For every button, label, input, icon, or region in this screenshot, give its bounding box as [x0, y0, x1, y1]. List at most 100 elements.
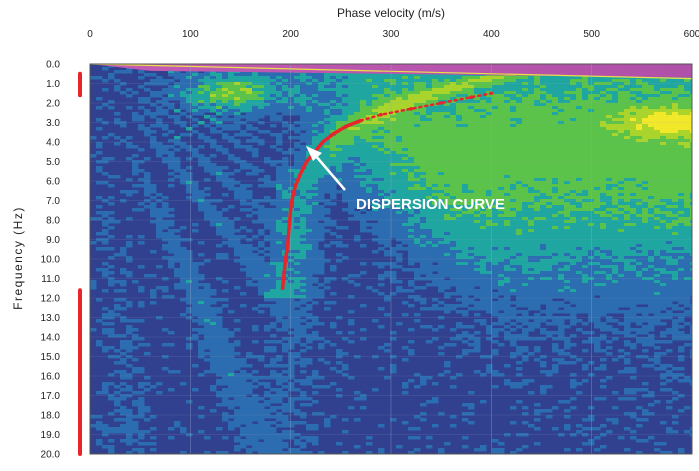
heatmap-cell: [264, 223, 271, 227]
heatmap-cell: [438, 115, 445, 119]
heatmap-cell: [420, 85, 427, 89]
heatmap-cell: [294, 103, 301, 107]
heatmap-cell: [300, 184, 307, 188]
heatmap-cell: [282, 217, 289, 221]
heatmap-cell: [510, 94, 517, 98]
heatmap-cell: [372, 232, 379, 236]
heatmap-cell: [540, 121, 547, 125]
heatmap-cell: [420, 232, 427, 236]
heatmap-cell: [198, 136, 205, 140]
heatmap-cell: [150, 124, 157, 128]
heatmap-cell: [330, 142, 337, 146]
heatmap-cell: [144, 199, 151, 203]
heatmap-cell: [468, 232, 475, 236]
heatmap-cell: [546, 106, 553, 110]
heatmap-cell: [144, 133, 151, 137]
heatmap-cell: [324, 229, 331, 233]
heatmap-cell: [570, 163, 577, 167]
heatmap-cell: [534, 220, 541, 224]
heatmap-cell: [282, 130, 289, 134]
heatmap-cell: [648, 79, 655, 83]
heatmap-cell: [600, 226, 607, 230]
heatmap-cell: [498, 79, 505, 83]
heatmap-cell: [444, 106, 451, 110]
heatmap-cell: [216, 112, 223, 116]
heatmap-cell: [468, 190, 475, 194]
heatmap-cell: [222, 148, 229, 152]
heatmap-cell: [522, 151, 529, 155]
heatmap-cell: [384, 127, 391, 131]
heatmap-cell: [522, 154, 529, 158]
heatmap-cell: [366, 85, 373, 89]
heatmap-cell: [420, 136, 427, 140]
heatmap-cell: [276, 76, 283, 80]
heatmap-cell: [306, 223, 313, 227]
heatmap-cell: [588, 229, 595, 233]
heatmap-cell: [408, 202, 415, 206]
heatmap-cell: [474, 118, 481, 122]
heatmap-cell: [378, 160, 385, 164]
heatmap-cell: [624, 184, 631, 188]
heatmap-cell: [552, 97, 559, 101]
heatmap-cell: [396, 190, 403, 194]
heatmap-cell: [324, 199, 331, 203]
heatmap-cell: [612, 103, 619, 107]
heatmap-cell: [648, 190, 655, 194]
heatmap-cell: [690, 124, 692, 128]
heatmap-cell: [108, 235, 115, 239]
heatmap-cell: [402, 130, 409, 134]
heatmap-cell: [570, 133, 577, 137]
heatmap-cell: [546, 226, 553, 230]
heatmap-cell: [546, 121, 553, 125]
heatmap-cell: [600, 100, 607, 104]
heatmap-cell: [348, 193, 355, 197]
heatmap-cell: [588, 175, 595, 179]
heatmap-cell: [414, 121, 421, 125]
heatmap-cell: [474, 109, 481, 113]
heatmap-cell: [444, 148, 451, 152]
heatmap-cell: [444, 127, 451, 131]
heatmap-cell: [342, 154, 349, 158]
heatmap-cell: [390, 112, 397, 116]
heatmap-cell: [300, 121, 307, 125]
heatmap-cell: [498, 217, 505, 221]
heatmap-cell: [150, 130, 157, 134]
heatmap-cell: [360, 142, 367, 146]
heatmap-cell: [252, 79, 259, 83]
heatmap-cell: [444, 163, 451, 167]
heatmap-cell: [336, 88, 343, 92]
heatmap-cell: [360, 184, 367, 188]
heatmap-cell: [636, 223, 643, 227]
heatmap-cell: [666, 208, 673, 212]
heatmap-cell: [432, 97, 439, 101]
heatmap-cell: [186, 79, 193, 83]
heatmap-cell: [330, 172, 337, 176]
heatmap-cell: [582, 85, 589, 89]
heatmap-cell: [426, 85, 433, 89]
heatmap-cell: [372, 181, 379, 185]
heatmap-cell: [324, 121, 331, 125]
heatmap-cell: [228, 97, 235, 101]
heatmap-cell: [282, 166, 289, 170]
heatmap-cell: [456, 208, 463, 212]
heatmap-cell: [144, 88, 151, 92]
heatmap-cell: [294, 112, 301, 116]
heatmap-cell: [690, 169, 692, 173]
heatmap-cell: [432, 160, 439, 164]
heatmap-cell: [546, 181, 553, 185]
heatmap-cell: [348, 136, 355, 140]
heatmap-cell: [270, 124, 277, 128]
heatmap-cell: [684, 175, 691, 179]
heatmap-cell: [648, 181, 655, 185]
heatmap-cell: [600, 172, 607, 176]
heatmap-cell: [624, 196, 631, 200]
heatmap-cell: [384, 163, 391, 167]
heatmap-cell: [492, 139, 499, 143]
heatmap-cell: [462, 232, 469, 236]
heatmap-cell: [288, 232, 295, 236]
heatmap-cell: [450, 136, 457, 140]
heatmap-cell: [414, 235, 421, 239]
heatmap-cell: [420, 76, 427, 80]
heatmap-cell: [444, 196, 451, 200]
heatmap-cell: [144, 97, 151, 101]
